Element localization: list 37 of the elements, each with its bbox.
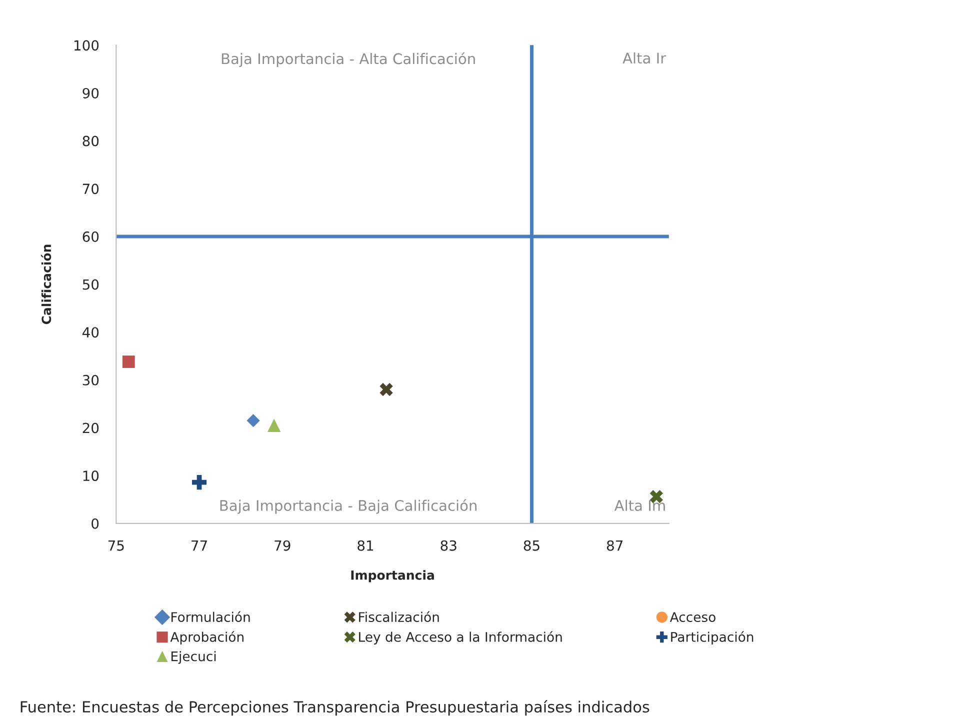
point (192, 475, 207, 490)
y-tick-label: 20 (82, 422, 99, 434)
point (122, 356, 135, 368)
legend-label: Fiscalización (359, 611, 439, 622)
annotation: Alta Im (614, 500, 665, 512)
point (267, 418, 281, 432)
y-tick-label: 50 (82, 279, 99, 290)
y-axis-title: Calificación (40, 244, 52, 324)
x-tick-label: 79 (274, 540, 290, 551)
x-tick-label: 83 (440, 540, 456, 551)
x-tick-label: 81 (358, 540, 374, 551)
legend-label: Ley de Acceso a la Información (359, 631, 562, 644)
legend-label: Formulación (171, 611, 250, 622)
y-tick-label: 100 (74, 40, 99, 51)
point (246, 414, 260, 428)
y-tick-label: 90 (82, 88, 99, 98)
annotation: Baja Importancia - Baja Calificación (220, 499, 476, 514)
legend-label: Ejecuci (171, 651, 216, 664)
y-tick-label: 80 (82, 136, 99, 146)
x-tick-label: 87 (606, 540, 623, 551)
source-note: Fuente: Encuestas de Percepciones Transparencia Presupuestaria países indicados (20, 700, 650, 716)
y-tick-label: 40 (82, 327, 99, 338)
x-tick-label: 85 (524, 540, 540, 551)
y-tick-label: 60 (82, 231, 99, 242)
y-tick-label: 0 (92, 518, 99, 529)
x-tick-label: 77 (192, 540, 207, 551)
legend-label: Participación (671, 631, 754, 644)
x-axis-title: Importancia (351, 570, 434, 582)
annotation: Alta Ir (622, 52, 666, 64)
legend-label: Aprobación (170, 631, 244, 644)
point (380, 382, 393, 396)
y-tick-label: 30 (82, 374, 99, 386)
y-tick-label: 70 (82, 184, 99, 194)
annotation: Baja Importancia - Alta Calificación (222, 52, 475, 68)
legend-label: Acceso (670, 612, 716, 622)
y-tick-label: 10 (83, 470, 99, 482)
x-tick-label: 75 (108, 540, 124, 551)
